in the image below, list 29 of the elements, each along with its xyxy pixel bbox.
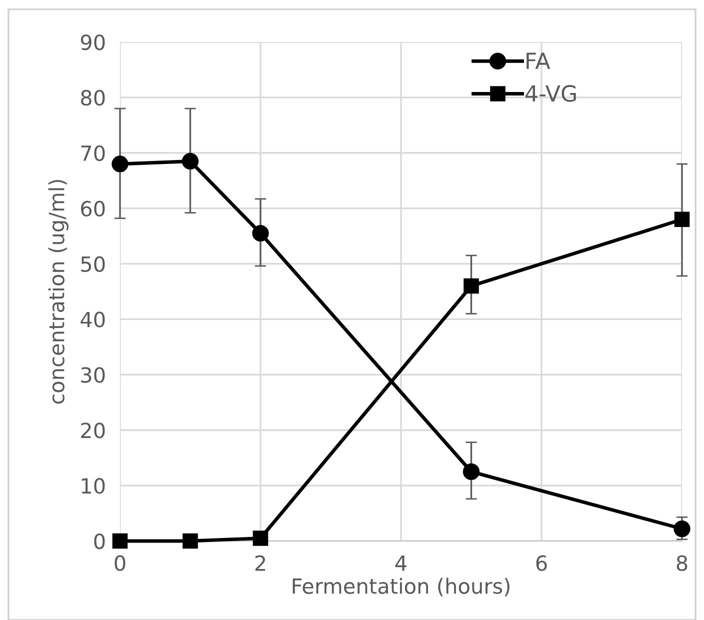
point [112,156,128,172]
y-tick-label: 90 [80,34,105,50]
y-tick-label: 40 [80,312,105,328]
x-tick-label: 6 [536,555,547,572]
legend-label: FA [526,52,550,69]
y-tick-label: 10 [82,478,105,494]
point [674,520,690,538]
y-tick-label: 60 [81,200,105,217]
y-tick-label: 0 [94,533,105,550]
x-tick-label: 2 [255,555,266,571]
y-tick-label: 50 [81,256,105,272]
y-axis-title: concentration (ug/ml) [48,180,68,404]
point [252,224,269,242]
point [252,530,268,546]
x-tick-label: 0 [114,555,126,572]
x-tick-label: 8 [676,555,688,572]
point [112,533,128,549]
x-axis-title: Fermentation (hours) [292,578,510,596]
y-tick-label: 80 [81,90,105,106]
point [462,463,480,480]
y-tick-label: 30 [81,367,105,383]
point [182,152,199,170]
point [464,278,479,294]
point [182,533,198,549]
y-tick-label: 20 [81,422,105,438]
x-tick-label: 4 [395,556,406,571]
point [674,212,690,228]
legend-label: 4-VG [526,85,576,102]
y-tick-label: 70 [81,145,105,162]
